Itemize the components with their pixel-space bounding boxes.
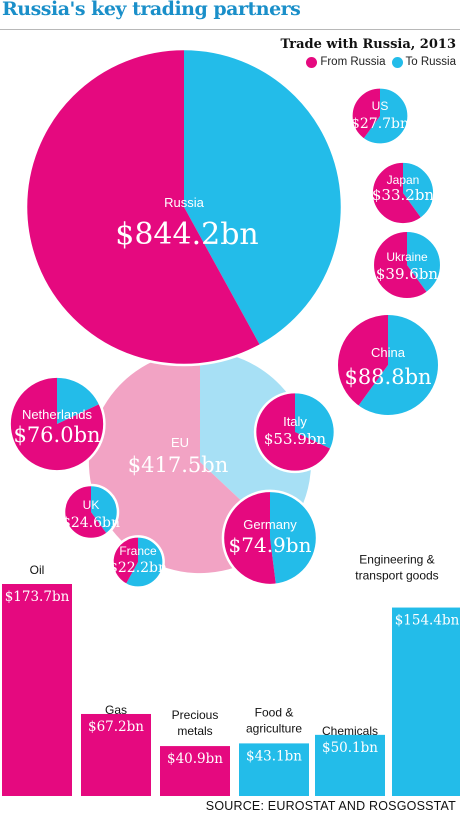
bar-category-engineering-transport-goods: Engineering & transport goods <box>355 553 438 583</box>
bar-value-food-agriculture: $43.1bn <box>246 748 302 764</box>
bubble-name-germany: Germany <box>243 517 297 532</box>
bubble-name-japan: Japan <box>387 173 420 187</box>
bar-chemicals <box>315 734 385 796</box>
wedge-germany-from-russia <box>222 490 276 586</box>
bubble-outline-russia <box>24 47 344 367</box>
bubble-name-ukraine: Ukraine <box>386 250 428 264</box>
bubble-outline-japan <box>370 160 436 226</box>
wedge-netherlands-from-russia <box>9 376 105 472</box>
legend-label-from-russia: From Russia <box>320 56 386 68</box>
bubble-name-italy: Italy <box>283 414 307 429</box>
chart-title: Russia's key trading partners <box>2 0 301 20</box>
wedge-france-from-russia <box>112 536 138 585</box>
legend-swatch-to-russia <box>391 56 403 68</box>
bar-gas <box>81 713 151 796</box>
bar-food-agriculture <box>239 743 309 796</box>
bubble-outline-france <box>111 535 165 589</box>
bar-category-precious-metals: Precious metals <box>172 708 219 738</box>
bar-value-chemicals: $50.1bn <box>322 740 378 756</box>
bubble-italy: Italy$53.9bn <box>253 390 337 474</box>
bubble-uk: UK $24.6bn <box>62 483 120 541</box>
bubble-outline-netherlands <box>8 375 106 473</box>
bar-group-engineering-transport-goods: $154.4bn Engineering & transport goods <box>355 553 460 796</box>
bar-value-gas: $67.2bn <box>88 719 144 735</box>
bar-category-gas: Gas <box>105 703 127 717</box>
bubble-outline-us <box>350 86 410 146</box>
wedge-france-to-russia <box>125 536 164 588</box>
bar-precious-metals <box>160 746 230 796</box>
bubble-value-ukraine: $39.6bn <box>376 265 439 283</box>
bar-category-chemicals: Chemicals <box>322 724 378 738</box>
bar-group-chemicals: $50.1bn Chemicals <box>315 724 385 796</box>
bubble-value-eu: $417.5bn <box>128 453 228 477</box>
bubble-russia: Russia $844.2bn <box>24 47 344 367</box>
wedge-uk-from-russia <box>64 485 107 539</box>
bubble-value-italy: $53.9bn <box>264 430 327 448</box>
wedge-uk-to-russia <box>91 485 118 534</box>
bubble-outline-china <box>335 312 441 418</box>
bubble-germany: Germany$74.9bn <box>221 489 319 587</box>
source-note: SOURCE: EUROSTAT AND ROSGOSSTAT <box>205 799 456 813</box>
wedge-italy-from-russia <box>255 392 332 472</box>
wedge-netherlands-to-russia <box>57 376 100 424</box>
legend-swatch-from-russia <box>306 56 318 68</box>
bubble-outline-germany <box>221 489 319 587</box>
bubble-value-russia: $844.2bn <box>115 217 259 252</box>
wedge-ukraine-to-russia <box>407 230 442 293</box>
chart-subtitle: Trade with Russia, 2013 <box>280 37 457 52</box>
bar-value-precious-metals: $40.9bn <box>167 751 223 767</box>
bar-value-oil: $173.7bn <box>5 589 70 605</box>
bubble-france: France $22.2bn <box>109 535 167 589</box>
bar-category-food-agriculture: Food & agriculture <box>246 705 302 735</box>
bar-group-oil: $173.7bn Oil <box>2 563 72 796</box>
bubble-name-us: US <box>372 99 389 113</box>
bar-group-food-agriculture: $43.1bn Food & agriculture <box>239 705 309 796</box>
bubble-outline-italy <box>253 390 337 474</box>
wedge-us-to-russia <box>363 87 409 145</box>
bubble-name-netherlands: Netherlands <box>22 407 93 422</box>
bubble-name-france: France <box>119 544 157 558</box>
bubble-value-uk: $24.6bn <box>62 515 120 531</box>
wedge-ukraine-from-russia <box>372 230 428 300</box>
wedge-russia-from-russia <box>25 49 261 365</box>
bubble-value-china: $88.8bn <box>344 365 431 389</box>
wedge-china-from-russia <box>336 313 388 407</box>
bar-group-precious-metals: $40.9bn Precious metals <box>160 708 230 796</box>
bar-oil <box>2 584 72 796</box>
bubble-value-france: $22.2bn <box>109 560 167 576</box>
bar-group-gas: $67.2bn Gas <box>81 703 151 796</box>
legend: From Russia To Russia <box>306 56 456 68</box>
bubble-name-uk: UK <box>83 498 100 512</box>
bubble-outline-ukraine <box>371 229 443 301</box>
wedge-us-from-russia <box>351 87 380 140</box>
wedge-china-to-russia <box>357 313 440 417</box>
bubble-value-us: $27.7bn <box>351 116 409 132</box>
bubble-us: US $27.7bn <box>350 86 410 146</box>
bubble-value-germany: $74.9bn <box>229 533 312 557</box>
bubble-name-china: China <box>371 345 406 360</box>
bubble-ukraine: Ukraine$39.6bn <box>371 229 443 301</box>
bar-engineering-transport-goods <box>392 607 460 796</box>
title-divider <box>0 29 460 30</box>
bubble-japan: Japan$33.2bn <box>370 160 436 226</box>
bar-value-engineering-transport-goods: $154.4bn <box>395 613 460 629</box>
bubble-value-netherlands: $76.0bn <box>13 423 100 447</box>
wedge-russia-to-russia <box>184 49 342 346</box>
wedge-japan-to-russia <box>403 161 435 219</box>
bubble-netherlands: Netherlands$76.0bn <box>8 375 106 473</box>
bar-category-oil: Oil <box>30 563 45 577</box>
bubble-china: China $88.8bn <box>335 312 441 418</box>
bubble-name-eu: EU <box>171 435 189 450</box>
legend-label-to-russia: To Russia <box>405 56 457 68</box>
bubble-outline-uk <box>62 483 120 541</box>
bubble-value-japan: $33.2bn <box>372 186 435 204</box>
wedge-germany-to-russia <box>270 490 318 585</box>
wedge-japan-from-russia <box>371 161 422 225</box>
bubble-name-russia: Russia <box>164 195 205 210</box>
